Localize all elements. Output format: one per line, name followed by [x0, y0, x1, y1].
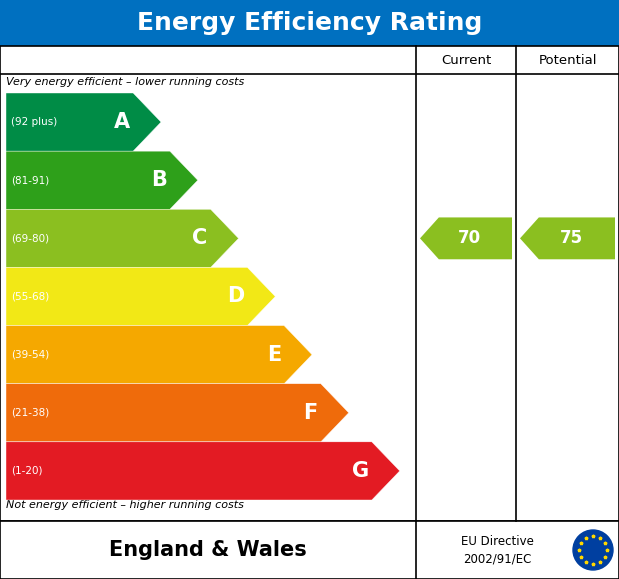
- Text: F: F: [303, 403, 318, 423]
- Text: G: G: [352, 461, 369, 481]
- Text: Current: Current: [441, 53, 491, 67]
- Text: (39-54): (39-54): [11, 350, 50, 360]
- Text: England & Wales: England & Wales: [109, 540, 307, 560]
- Text: Energy Efficiency Rating: Energy Efficiency Rating: [137, 11, 482, 35]
- Polygon shape: [6, 384, 348, 442]
- Polygon shape: [420, 218, 512, 259]
- Text: D: D: [227, 287, 245, 306]
- Polygon shape: [6, 209, 238, 267]
- Text: 75: 75: [560, 229, 583, 247]
- Text: (55-68): (55-68): [11, 291, 50, 302]
- Text: 70: 70: [458, 229, 482, 247]
- Bar: [0, 0, 619, 46]
- Text: E: E: [267, 345, 281, 365]
- Polygon shape: [6, 267, 275, 325]
- Text: B: B: [151, 170, 167, 190]
- Text: (69-80): (69-80): [11, 233, 49, 243]
- Text: Potential: Potential: [539, 53, 597, 67]
- Polygon shape: [6, 151, 197, 209]
- Polygon shape: [6, 93, 161, 151]
- Circle shape: [573, 530, 613, 570]
- Text: EU Directive
2002/91/EC: EU Directive 2002/91/EC: [461, 535, 534, 565]
- Text: (21-38): (21-38): [11, 408, 50, 418]
- Text: (1-20): (1-20): [11, 466, 43, 476]
- Text: (81-91): (81-91): [11, 175, 50, 185]
- Text: Very energy efficient – lower running costs: Very energy efficient – lower running co…: [6, 77, 245, 87]
- Text: (92 plus): (92 plus): [11, 117, 57, 127]
- Polygon shape: [6, 325, 312, 384]
- Text: C: C: [193, 228, 207, 248]
- Polygon shape: [520, 218, 615, 259]
- Bar: [0, 46, 619, 521]
- Polygon shape: [6, 442, 400, 500]
- Bar: [0, 521, 619, 579]
- Text: A: A: [114, 112, 130, 132]
- Text: Not energy efficient – higher running costs: Not energy efficient – higher running co…: [6, 500, 244, 510]
